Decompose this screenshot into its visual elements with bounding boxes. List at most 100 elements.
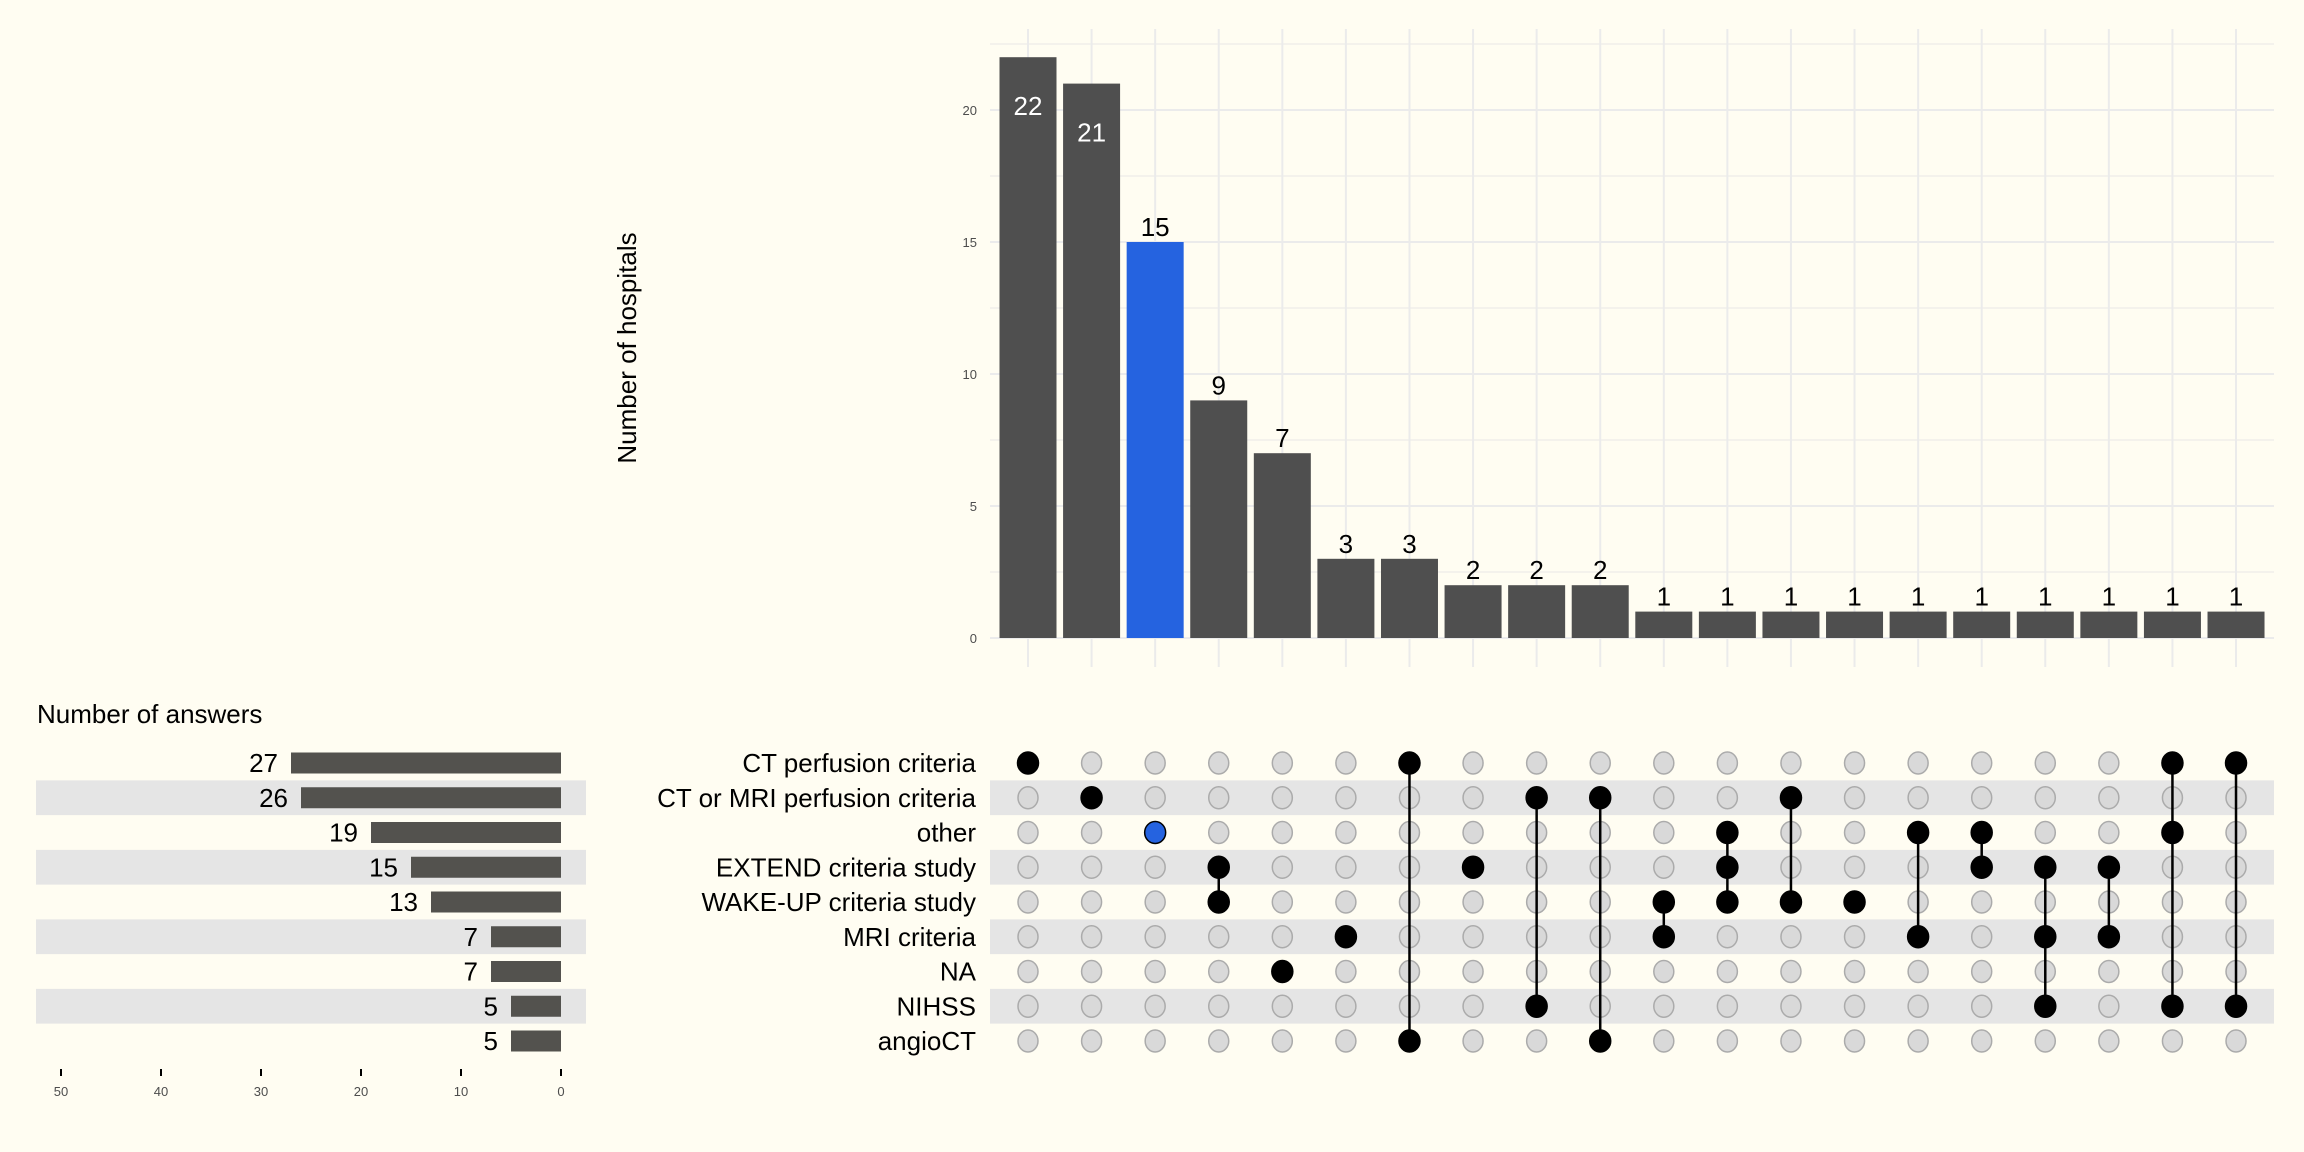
matrix-dot-active — [1143, 820, 1167, 845]
set-size-row-stripe — [36, 988, 586, 1024]
matrix-dot-inactive — [1271, 751, 1294, 775]
matrix-dot-inactive — [1080, 820, 1103, 845]
intersection-bar-label: 2 — [1529, 555, 1543, 585]
matrix-dot-inactive — [1144, 751, 1166, 775]
matrix-dot-active — [1779, 786, 1803, 810]
set-size-bar — [411, 856, 561, 878]
matrix-dot-inactive — [1653, 994, 1675, 1018]
set-size-bar — [511, 1030, 561, 1052]
matrix-dot-inactive — [1843, 959, 1866, 984]
matrix-dot-inactive — [1335, 994, 1357, 1018]
matrix-dot-inactive — [1716, 925, 1739, 949]
intersection-bar — [1571, 585, 1629, 638]
matrix-dot-inactive — [1907, 1029, 1929, 1053]
matrix-row-stripe — [990, 919, 2274, 955]
set-size-bar — [491, 961, 561, 982]
matrix-row-stripe — [990, 849, 2274, 885]
matrix-dot-inactive — [1653, 855, 1675, 879]
matrix-dot-inactive — [2034, 1029, 2057, 1053]
matrix-dot-inactive — [1525, 1029, 1548, 1053]
set-label: CT perfusion criteria — [742, 748, 976, 778]
set-size-tick-label: 10 — [454, 1084, 468, 1099]
intersection-bar-label: 22 — [1014, 91, 1043, 121]
matrix-dot-inactive — [1716, 751, 1739, 775]
set-size-bar — [371, 822, 561, 843]
matrix-dot-inactive — [1843, 1029, 1866, 1053]
set-size-bar — [491, 926, 561, 948]
set-label: EXTEND criteria study — [716, 852, 976, 882]
intersection-bar — [999, 57, 1057, 638]
matrix-dot-inactive — [1207, 959, 1230, 984]
matrix-dot-active — [1970, 855, 1993, 879]
intersection-bar-label: 3 — [1402, 529, 1416, 559]
matrix-dot-inactive — [1017, 855, 1039, 879]
matrix-dot-active — [1334, 925, 1358, 949]
matrix-dot-active — [1652, 890, 1676, 914]
intersection-bar-label: 21 — [1077, 118, 1106, 148]
set-size-tick-label: 20 — [354, 1084, 368, 1099]
set-size-tick-label: 0 — [557, 1084, 564, 1099]
intersection-bar — [1635, 611, 1693, 638]
intersection-bar-label: 1 — [2102, 582, 2116, 612]
intersection-bar-label: 2 — [1466, 555, 1480, 585]
matrix-dot-inactive — [1017, 959, 1039, 984]
matrix-dot-active — [2161, 820, 2184, 845]
matrix-dot-inactive — [1970, 1029, 1993, 1053]
matrix-dot-inactive — [2225, 1029, 2247, 1053]
matrix-dot-active — [1716, 820, 1739, 845]
intersection-bar-label: 3 — [1339, 529, 1353, 559]
matrix-dot-inactive — [1144, 959, 1166, 984]
intersection-bar-label: 15 — [1141, 212, 1170, 242]
intersection-bar — [1190, 400, 1248, 638]
matrix-dot-inactive — [1207, 925, 1230, 949]
y-tick-label: 15 — [963, 235, 977, 250]
intersection-bar — [1444, 585, 1502, 638]
matrix-dot-active — [2224, 751, 2248, 775]
matrix-dot-active — [1588, 1029, 1612, 1053]
intersection-bar-label: 1 — [1974, 582, 1988, 612]
intersection-bar — [1508, 585, 1566, 638]
set-size-label: 27 — [249, 748, 278, 778]
matrix-dot-inactive — [1017, 820, 1039, 845]
matrix-dot-active — [2161, 994, 2184, 1018]
intersection-bar-label: 1 — [1720, 582, 1734, 612]
matrix-dot-inactive — [1144, 786, 1166, 810]
matrix-dot-inactive — [1653, 751, 1675, 775]
y-tick-label: 0 — [970, 631, 977, 646]
matrix-dot-active — [1271, 959, 1294, 984]
matrix-dot-inactive — [1780, 925, 1802, 949]
matrix-dot-inactive — [1080, 751, 1103, 775]
intersection-bar-label: 1 — [1657, 582, 1671, 612]
matrix-dot-inactive — [1843, 855, 1866, 879]
set-label: angioCT — [878, 1026, 976, 1056]
matrix-dot-inactive — [1207, 1029, 1230, 1053]
matrix-dot-active — [1588, 786, 1612, 810]
set-size-bar — [301, 787, 561, 809]
matrix-dot-inactive — [1970, 890, 1993, 914]
set-size-title: Number of answers — [37, 699, 262, 729]
y-tick-label: 10 — [963, 367, 977, 382]
matrix-dot-inactive — [1843, 820, 1866, 845]
matrix-dot-inactive — [1207, 994, 1230, 1018]
matrix-dot-active — [2034, 855, 2057, 879]
matrix-dot-active — [1525, 994, 1548, 1018]
intersection-bar — [1698, 611, 1756, 638]
matrix-dot-inactive — [1144, 1029, 1166, 1053]
set-size-tick-label: 40 — [154, 1084, 168, 1099]
intersection-bar — [2143, 611, 2201, 638]
matrix-dot-active — [2161, 751, 2184, 775]
matrix-dot-active — [1525, 786, 1548, 810]
matrix-dot-inactive — [1843, 994, 1866, 1018]
matrix-dot-active — [1207, 890, 1230, 914]
matrix-dot-inactive — [2098, 1029, 2120, 1053]
matrix-dot-active — [2097, 925, 2121, 949]
matrix-dot-inactive — [1144, 855, 1166, 879]
intersection-bar-label: 1 — [2165, 582, 2179, 612]
intersection-bar-label: 1 — [1847, 582, 1861, 612]
matrix-dot-inactive — [1970, 751, 1993, 775]
matrix-dot-inactive — [1462, 994, 1484, 1018]
set-size-label: 7 — [464, 922, 478, 952]
set-size-label: 15 — [369, 852, 398, 882]
